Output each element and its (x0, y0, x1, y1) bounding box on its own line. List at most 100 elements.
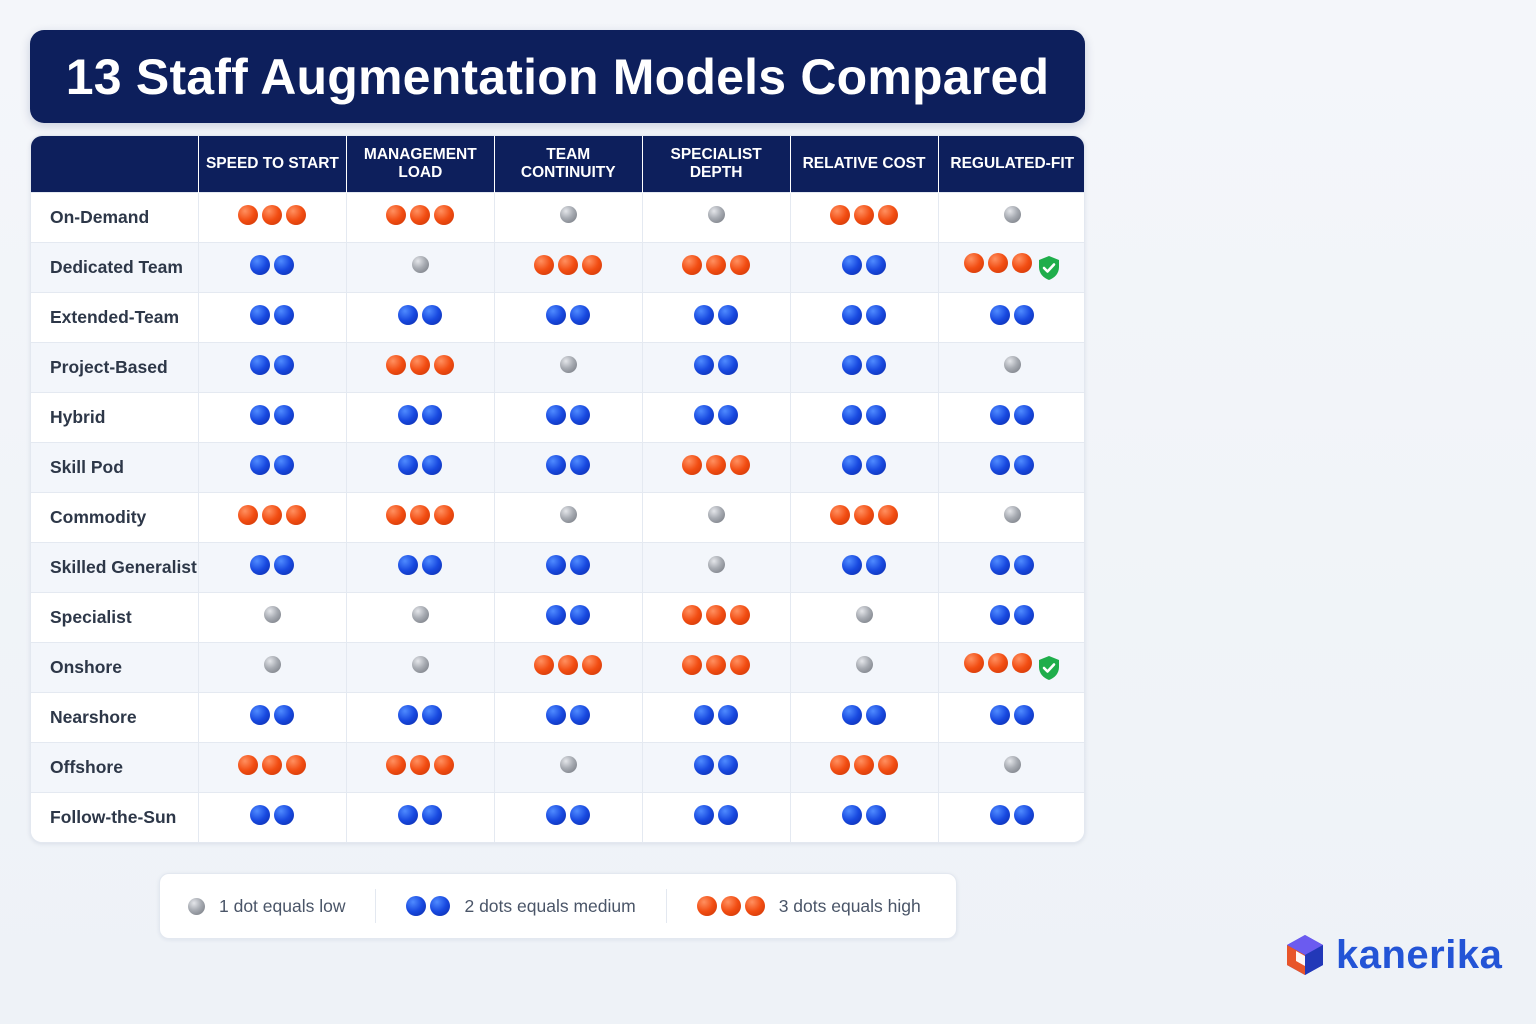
rating-dots (534, 254, 603, 275)
rating-cell-relative-cost (789, 591, 938, 642)
table-row: Specialist (31, 591, 1084, 642)
rating-dots (386, 204, 455, 225)
table-body: On-Demand Dedicated Team Extended-Team Proj… (31, 191, 1084, 842)
rating-dots (398, 454, 443, 475)
rating-cell-speed-to-start (197, 341, 347, 392)
rating-dot-medium (694, 704, 715, 725)
rating-dot-medium (398, 804, 419, 825)
rating-dot-medium (842, 454, 863, 475)
rating-cell-regulated-fit (937, 541, 1084, 592)
rating-dots (694, 354, 739, 375)
rating-cell-specialist-depth (641, 291, 791, 342)
rating-dot-high (730, 454, 751, 475)
rating-dot-medium (422, 554, 443, 575)
rating-dots (546, 804, 591, 825)
column-header-regulated-fit: REGULATED-FIT (937, 136, 1084, 192)
row-label: Offshore (31, 741, 199, 792)
rating-dots (411, 606, 429, 623)
rating-dots (830, 754, 899, 775)
rating-dot-low (855, 606, 873, 623)
rating-cell-management-load (345, 541, 495, 592)
rating-dots (842, 454, 887, 475)
row-label: Onshore (31, 641, 199, 692)
rating-dot-medium (990, 704, 1011, 725)
rating-cell-relative-cost (789, 191, 938, 242)
rating-dots (250, 454, 295, 475)
rating-cell-relative-cost (789, 341, 938, 392)
column-header-management-load: MANAGEMENT LOAD (345, 136, 495, 192)
rating-cell-specialist-depth (641, 691, 791, 742)
rating-dots (707, 206, 725, 223)
rating-cell-relative-cost (789, 641, 938, 692)
rating-cell-speed-to-start (197, 241, 347, 292)
rating-cell-management-load (345, 341, 495, 392)
rating-dot-medium (842, 254, 863, 275)
rating-cell-management-load (345, 241, 495, 292)
rating-dots (830, 204, 899, 225)
header-corner (31, 136, 199, 192)
rating-dots (990, 704, 1035, 725)
rating-dot-high (830, 754, 851, 775)
rating-cell-team-continuity (493, 791, 643, 842)
rating-dots (411, 256, 429, 273)
row-label: Nearshore (31, 691, 199, 742)
rating-cell-regulated-fit (937, 741, 1084, 792)
rating-dot-high (262, 204, 283, 225)
rating-cell-team-continuity (493, 591, 643, 642)
rating-cell-speed-to-start (197, 491, 347, 542)
rating-dot-medium (866, 354, 887, 375)
rating-dot-medium (990, 454, 1011, 475)
rating-dot-medium (398, 404, 419, 425)
rating-cell-specialist-depth (641, 541, 791, 592)
rating-cell-speed-to-start (197, 741, 347, 792)
rating-dot-high (854, 204, 875, 225)
rating-dot-medium (990, 604, 1011, 625)
comparison-table-container: SPEED TO START MANAGEMENT LOAD TEAM CONT… (30, 135, 1085, 843)
rating-dot-medium (546, 304, 567, 325)
rating-cell-specialist-depth (641, 791, 791, 842)
rating-dot-medium (842, 804, 863, 825)
rating-dots (546, 604, 591, 625)
rating-dot-medium (570, 704, 591, 725)
rating-dot-high (410, 354, 431, 375)
rating-dot-high (434, 204, 455, 225)
rating-dot-medium (398, 304, 419, 325)
rating-dots (842, 554, 887, 575)
rating-dots (842, 254, 887, 275)
rating-dot-high (434, 354, 455, 375)
rating-cell-management-load (345, 741, 495, 792)
rating-dot-medium (1014, 704, 1035, 725)
rating-dot-medium (842, 304, 863, 325)
rating-cell-team-continuity (493, 391, 643, 442)
rating-dot-low (411, 656, 429, 673)
rating-dot-high (720, 896, 741, 916)
rating-dots (842, 704, 887, 725)
rating-cell-regulated-fit (937, 791, 1084, 842)
rating-cell-relative-cost (789, 441, 938, 492)
rating-dot-high (238, 504, 259, 525)
rating-dot-high (878, 204, 899, 225)
rating-cell-regulated-fit (937, 491, 1084, 542)
rating-cell-speed-to-start (197, 391, 347, 442)
rating-dot-high (558, 254, 579, 275)
rating-dot-medium (250, 354, 271, 375)
rating-dots (386, 504, 455, 525)
rating-dot-high (730, 604, 751, 625)
rating-dots (546, 304, 591, 325)
rating-dot-medium (546, 554, 567, 575)
rating-cell-team-continuity (493, 191, 643, 242)
rating-dots (546, 454, 591, 475)
rating-dot-medium (1014, 304, 1035, 325)
legend-item-medium: 2 dots equals medium (375, 889, 665, 923)
rating-dots (855, 606, 873, 623)
rating-dot-high (1011, 652, 1032, 673)
rating-dots (559, 356, 577, 373)
shield-check-icon (1038, 656, 1059, 681)
rating-dot-low (559, 756, 577, 773)
rating-dot-medium (422, 404, 443, 425)
rating-dot-medium (990, 404, 1011, 425)
rating-dots (263, 656, 281, 673)
rating-cell-team-continuity (493, 241, 643, 292)
rating-dot-medium (866, 704, 887, 725)
rating-cell-specialist-depth (641, 591, 791, 642)
